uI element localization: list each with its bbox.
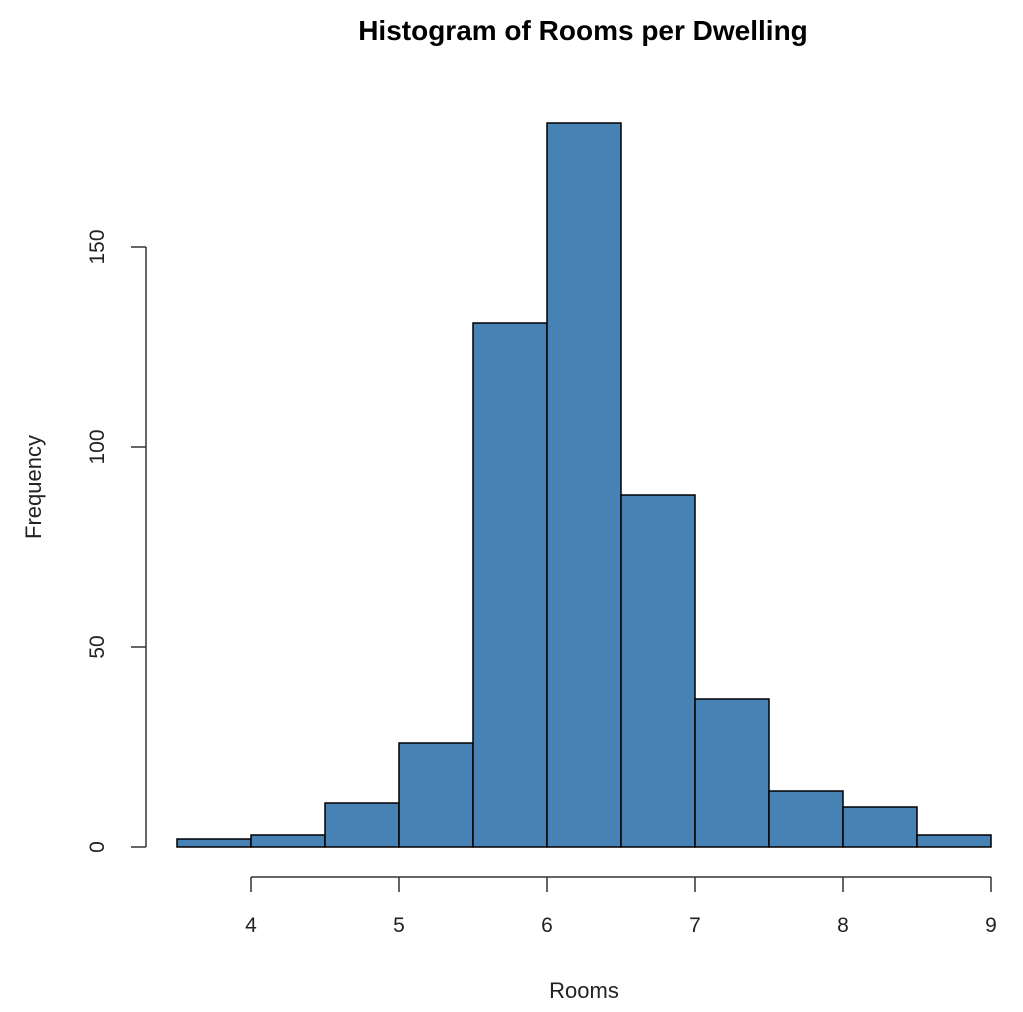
histogram-bar xyxy=(842,806,918,848)
histogram-bar xyxy=(694,698,770,848)
x-tick-label: 8 xyxy=(837,914,849,937)
histogram-bar xyxy=(250,834,326,848)
x-tick-label: 9 xyxy=(985,914,997,937)
y-axis-label: Frequency xyxy=(21,435,46,539)
x-tick-label: 7 xyxy=(689,914,701,937)
y-tick-label: 50 xyxy=(86,635,109,658)
histogram-bar xyxy=(620,494,696,848)
y-tick-label: 100 xyxy=(86,429,109,464)
x-axis-label: Rooms xyxy=(549,978,619,1003)
x-tick-label: 6 xyxy=(541,914,553,937)
x-tick-label: 5 xyxy=(393,914,405,937)
histogram-bar xyxy=(916,834,992,848)
x-tick-label: 4 xyxy=(245,914,257,937)
chart-title: Histogram of Rooms per Dwelling xyxy=(358,15,808,46)
y-axis: 0 50 100 150 xyxy=(86,229,147,853)
y-tick-label: 150 xyxy=(86,229,109,264)
histogram-bar xyxy=(176,838,252,848)
histogram-bar xyxy=(398,742,474,848)
histogram-bar xyxy=(546,122,622,848)
x-axis: 4 5 6 7 8 9 xyxy=(245,876,997,937)
histogram-bar xyxy=(472,322,548,848)
histogram-bar xyxy=(324,802,400,848)
histogram-bars xyxy=(176,122,992,848)
y-tick-label: 0 xyxy=(86,841,109,853)
histogram-bar xyxy=(768,790,844,848)
